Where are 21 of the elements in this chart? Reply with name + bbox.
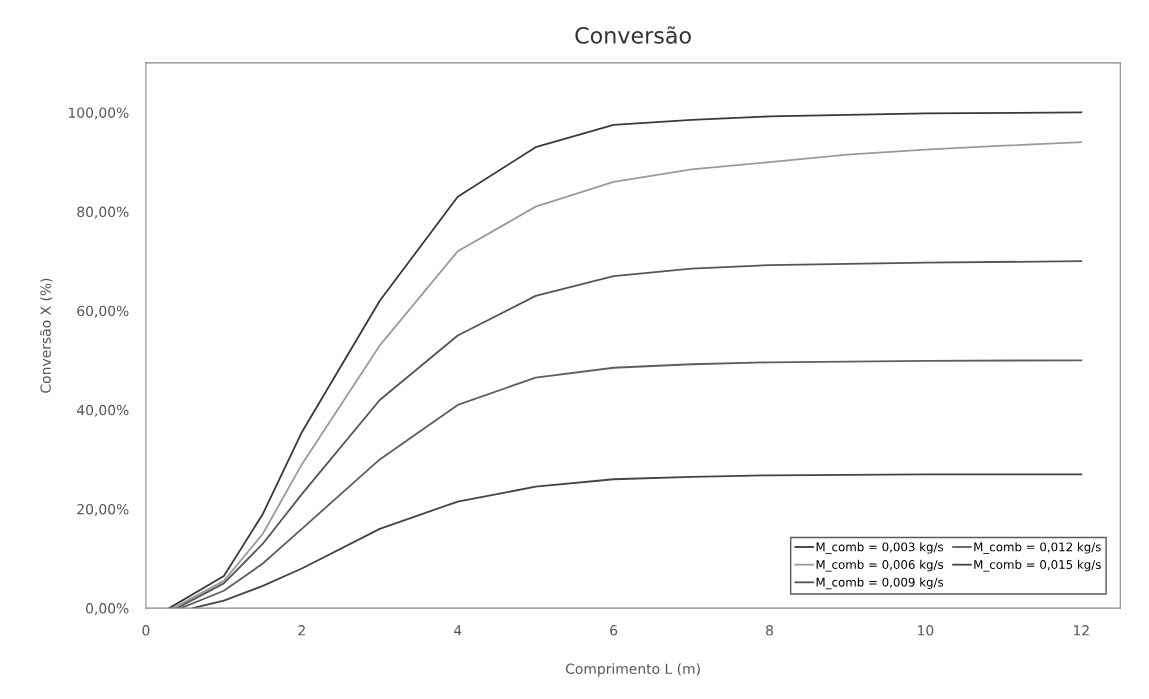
legend-label: M_comb = 0,015 kg/s: [974, 559, 1101, 572]
x-tick-label: 4: [453, 625, 462, 636]
legend-label: M_comb = 0,006 kg/s: [816, 559, 944, 572]
y-tick-label: 100,00%: [68, 107, 129, 120]
x-axis-title: Comprimento L (m): [565, 663, 700, 677]
x-tick-label: 10: [918, 625, 934, 636]
y-tick-label: 0,00%: [86, 603, 129, 616]
y-tick-label: 40,00%: [76, 404, 129, 417]
x-tick-label: 12: [1073, 625, 1089, 636]
y-tick-label: 60,00%: [77, 305, 129, 318]
legend-label: M_comb = 0,009 kg/s: [816, 577, 944, 590]
x-tick-label: 2: [298, 625, 305, 636]
legend-label: M_comb = 0,012 kg/s: [974, 542, 1101, 554]
y-tick-label: 80,00%: [77, 206, 129, 219]
legend-label: M_comb = 0,003 kg/s: [816, 542, 944, 554]
x-tick-label: 0: [142, 625, 150, 636]
y-tick-label: 20,00%: [77, 503, 129, 516]
x-tick-label: 6: [610, 625, 618, 636]
x-tick-label: 8: [766, 625, 773, 636]
y-axis-title: Conversão X (%): [39, 278, 53, 393]
chart-title: Conversão: [575, 26, 691, 44]
